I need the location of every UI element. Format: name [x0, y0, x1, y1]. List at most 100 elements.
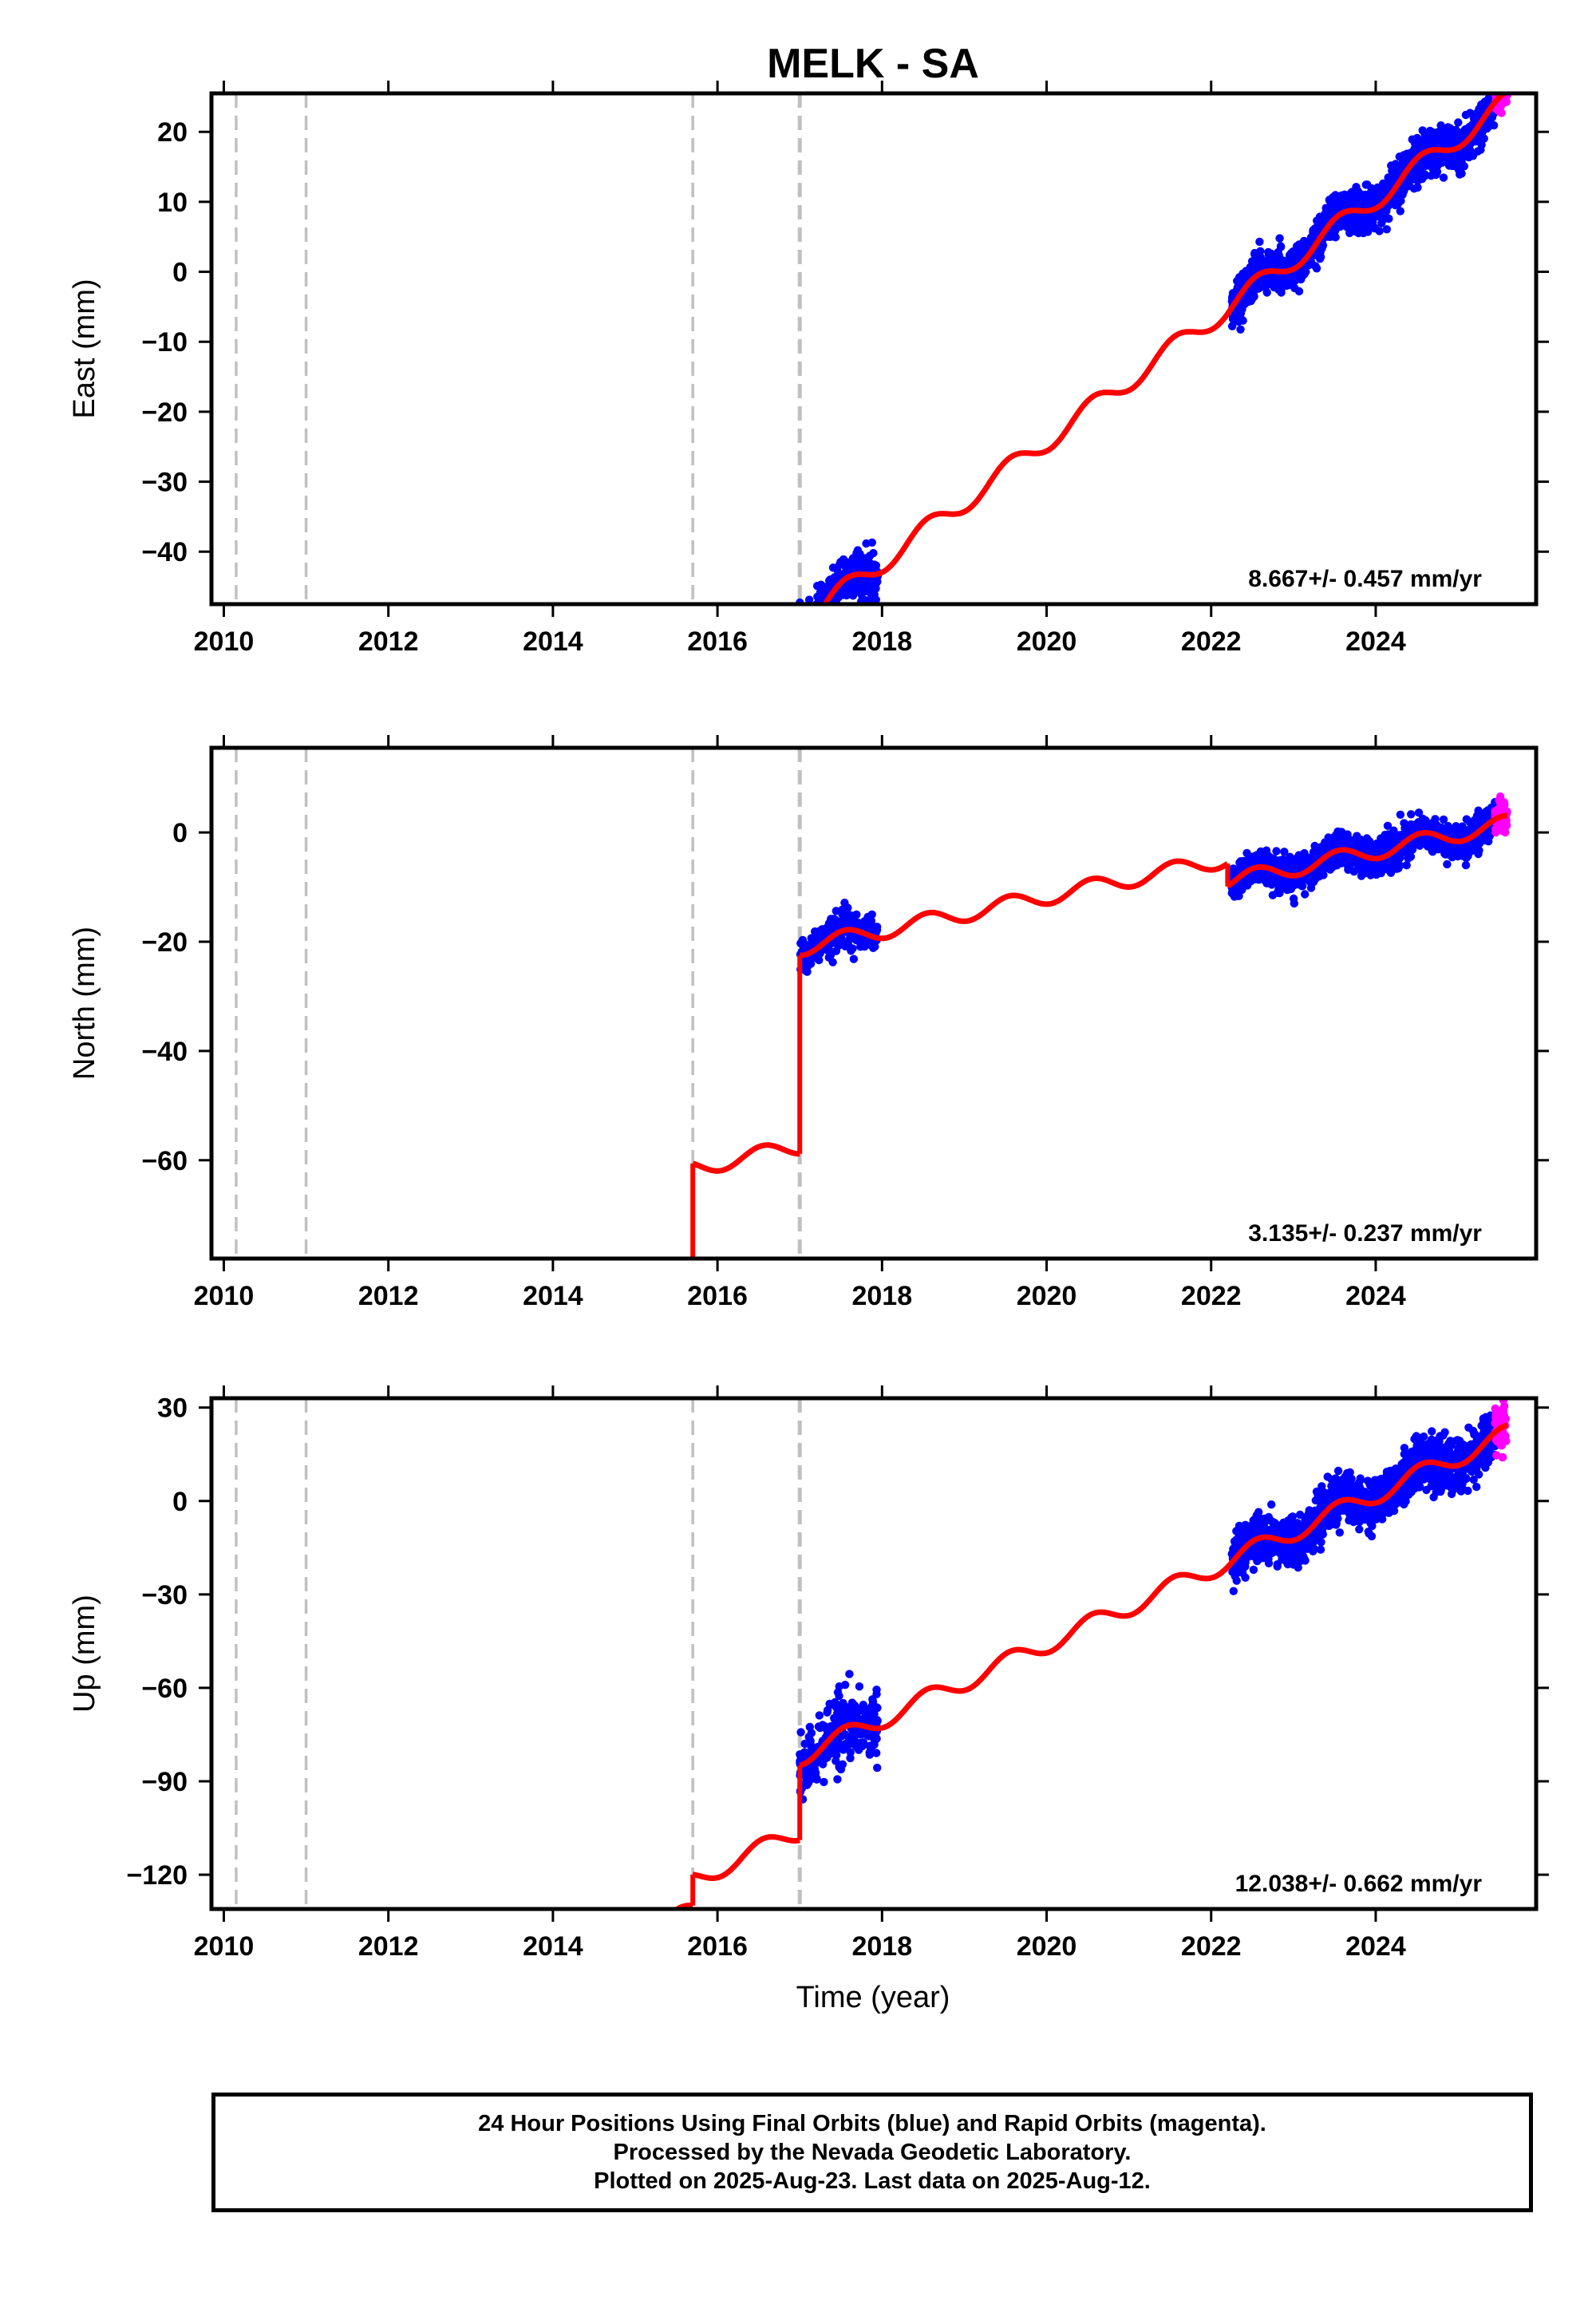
data-point: [799, 623, 807, 631]
data-point: [818, 605, 826, 613]
data-point: [1294, 287, 1304, 296]
data-point: [223, 942, 231, 950]
data-point: [1428, 1427, 1436, 1436]
data-point: [571, 1963, 579, 1971]
y-tick-label: −20: [141, 927, 188, 958]
data-point: [1422, 140, 1431, 149]
data-point: [846, 933, 855, 943]
data-point: [1387, 161, 1396, 170]
plot-area-up: [235, 1398, 1511, 1977]
data-point: [815, 626, 823, 634]
data-point: [816, 619, 824, 627]
data-point: [796, 605, 804, 613]
data-point: [1455, 831, 1464, 840]
data-point: [572, 1962, 580, 1970]
data-point: [1363, 862, 1372, 871]
data-point: [1347, 858, 1356, 868]
x-tick-label: 2012: [358, 1281, 419, 1311]
data-point: [1377, 210, 1386, 219]
data-point: [1275, 234, 1284, 243]
y-tick-label: 10: [157, 188, 188, 218]
data-point: [805, 1722, 814, 1732]
final-orbit-points-up: [570, 1411, 1499, 1977]
x-tick-label: 2022: [1181, 626, 1242, 657]
data-point: [871, 584, 880, 593]
data-point: [801, 636, 809, 644]
data-point: [1236, 325, 1245, 334]
data-point: [798, 634, 806, 642]
data-point: [824, 946, 834, 954]
data-point: [1389, 832, 1397, 841]
data-point: [805, 610, 813, 618]
data-point: [1461, 110, 1471, 120]
data-point: [1275, 888, 1284, 898]
data-point: [570, 1967, 578, 1975]
data-point: [812, 622, 820, 630]
panel-up: 2010 2012 2014 2016 2018 2020 2022 2024300−30−6…: [68, 1385, 1549, 1977]
data-point: [1271, 272, 1280, 281]
x-tick-label: 2010: [194, 1281, 255, 1311]
data-point: [799, 631, 807, 639]
x-tick-label: 2020: [1017, 1281, 1077, 1311]
data-point: [1495, 81, 1503, 89]
data-point: [1495, 792, 1505, 801]
data-point: [832, 947, 841, 955]
data-point: [1402, 149, 1412, 158]
data-point: [1290, 858, 1300, 867]
data-point: [805, 624, 813, 632]
data-point: [1333, 1466, 1343, 1476]
data-point: [801, 624, 809, 632]
data-point: [804, 610, 812, 618]
data-point: [830, 573, 839, 582]
data-point: [796, 622, 804, 630]
y-tick-label: −30: [141, 468, 188, 498]
data-point: [823, 624, 831, 632]
data-point: [1262, 857, 1271, 867]
data-point: [1439, 815, 1448, 824]
data-point: [868, 1705, 878, 1713]
data-point: [851, 1741, 860, 1750]
data-point: [812, 622, 820, 630]
data-point: [1264, 247, 1273, 257]
data-point: [796, 667, 804, 675]
data-point: [1498, 81, 1506, 89]
data-point: [1462, 152, 1472, 160]
data-point: [814, 1722, 824, 1731]
data-point: [796, 633, 804, 641]
data-point: [1414, 808, 1424, 817]
data-point: [804, 622, 812, 630]
x-tick-label: 2020: [1017, 626, 1077, 657]
data-point: [834, 1738, 843, 1748]
data-point: [801, 643, 809, 651]
data-point: [819, 618, 827, 626]
data-point: [847, 1698, 857, 1707]
data-point: [803, 607, 811, 615]
y-tick-label: −60: [141, 1146, 188, 1176]
model-line-segment: [236, 887, 306, 937]
data-point: [1421, 816, 1430, 825]
data-point: [855, 1726, 864, 1736]
model-line-segment: [798, 858, 1230, 958]
data-point: [836, 1765, 846, 1774]
data-point: [844, 1733, 854, 1742]
data-point: [1227, 322, 1237, 330]
data-point: [1495, 79, 1503, 87]
data-point: [1353, 832, 1361, 840]
data-point: [1490, 85, 1498, 93]
data-point: [1229, 864, 1238, 873]
data-point: [1367, 219, 1376, 227]
data-point: [573, 694, 581, 702]
data-point: [804, 616, 812, 624]
data-point: [231, 1381, 239, 1389]
data-point: [800, 640, 808, 648]
data-point: [846, 1753, 855, 1763]
data-point: [572, 716, 580, 724]
data-point: [1352, 183, 1361, 192]
final-orbit-points-east: [223, 85, 1499, 950]
x-tick-label: 2018: [851, 1281, 912, 1311]
y-tick-label: 20: [157, 117, 188, 148]
data-point: [224, 1379, 232, 1387]
data-point: [836, 918, 845, 927]
data-point: [570, 1969, 578, 1977]
data-point: [1396, 196, 1405, 205]
